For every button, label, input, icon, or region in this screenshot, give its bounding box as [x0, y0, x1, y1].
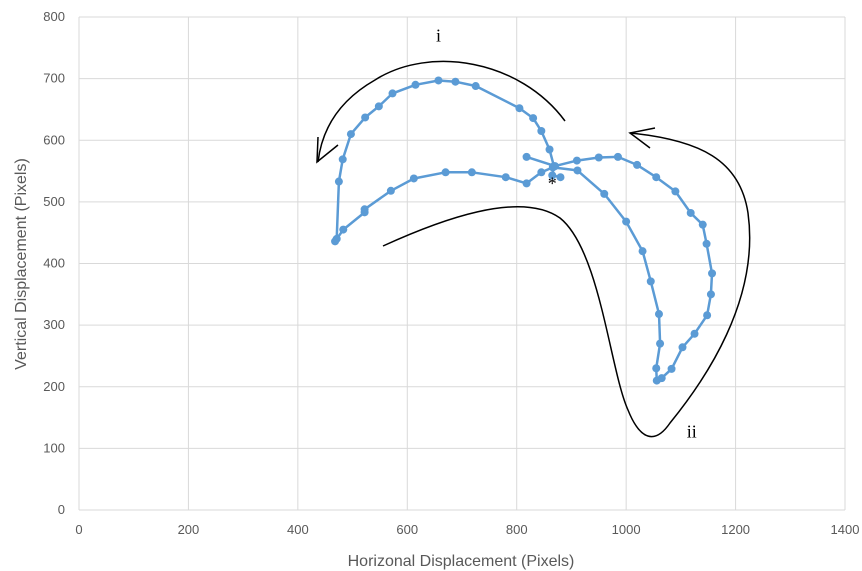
y-tick-label: 600 [43, 132, 65, 147]
y-tick-label: 800 [43, 9, 65, 24]
x-tick-label: 1400 [831, 522, 860, 537]
data-point [338, 155, 347, 164]
y-tick-label: 200 [43, 379, 65, 394]
x-tick-label: 800 [506, 522, 528, 537]
data-point [522, 179, 531, 188]
x-tick-label: 0 [75, 522, 82, 537]
y-tick-label: 0 [58, 502, 65, 517]
arrow-curve-i [317, 60, 566, 163]
data-point [548, 171, 557, 180]
data-point [646, 277, 655, 286]
data-point [678, 343, 687, 352]
series-line [333, 79, 714, 382]
tick-labels: 0 100 200 300 400 500 600 700 800 0 200 400 600 800 10… [43, 9, 859, 537]
annotation-label: ii [687, 421, 697, 441]
x-tick-label: 1200 [721, 522, 750, 537]
annotation-label: * [548, 174, 557, 194]
data-point [572, 156, 581, 165]
x-tick-label: 1000 [612, 522, 641, 537]
data-point [411, 80, 420, 89]
data-point [686, 208, 695, 217]
x-tick-label: 400 [287, 522, 309, 537]
data-point [386, 186, 395, 195]
grid [78, 16, 846, 511]
y-tick-label: 400 [43, 256, 65, 271]
data-point [441, 168, 450, 177]
data-point [501, 173, 510, 182]
data-point [545, 145, 554, 154]
annotations: iii* [436, 26, 697, 442]
y-tick-label: 300 [43, 317, 65, 332]
data-point [657, 374, 666, 383]
data-point [361, 113, 370, 122]
data-point [698, 220, 707, 229]
data-point [703, 311, 712, 320]
data-point [346, 130, 355, 139]
y-tick-label: 700 [43, 71, 65, 86]
data-point [551, 162, 560, 171]
data-point [529, 114, 538, 123]
data-point [638, 247, 647, 256]
data-point [471, 82, 480, 91]
data-point [515, 104, 524, 113]
data-point [671, 187, 680, 196]
data-point [656, 339, 665, 348]
data-point [467, 168, 476, 177]
data-point [667, 364, 676, 373]
arrowhead-i [316, 136, 339, 164]
data-point [652, 173, 661, 182]
data-point [451, 77, 460, 86]
data-point [600, 189, 609, 198]
data-point [331, 237, 340, 246]
annotation-label: i [436, 26, 441, 46]
arrowhead-ii [628, 127, 656, 149]
data-point [594, 153, 603, 162]
arrow-curve-ii [382, 132, 751, 438]
data-point [622, 217, 631, 226]
data-point [702, 239, 711, 248]
data-point [654, 310, 663, 319]
data-series [331, 76, 717, 385]
data-point [360, 205, 369, 214]
x-tick-label: 200 [178, 522, 200, 537]
data-point [537, 127, 546, 136]
data-point [613, 152, 622, 161]
data-point [388, 89, 397, 98]
data-point [374, 102, 383, 111]
data-point [652, 364, 661, 373]
x-tick-label: 600 [396, 522, 418, 537]
data-point [708, 269, 717, 278]
data-point [434, 76, 443, 85]
y-tick-label: 500 [43, 194, 65, 209]
x-axis-title: Horizonal Displacement (Pixels) [348, 553, 575, 570]
data-point [537, 168, 546, 177]
data-point [339, 225, 348, 234]
y-tick-label: 100 [43, 440, 65, 455]
data-point [690, 329, 699, 338]
data-point [522, 152, 531, 161]
data-point [556, 173, 565, 182]
data-point [633, 160, 642, 169]
data-point [334, 177, 343, 186]
y-axis-title: Vertical Displacement (Pixels) [13, 158, 30, 370]
data-point [573, 166, 582, 175]
data-point [706, 290, 715, 299]
data-point [409, 174, 418, 183]
